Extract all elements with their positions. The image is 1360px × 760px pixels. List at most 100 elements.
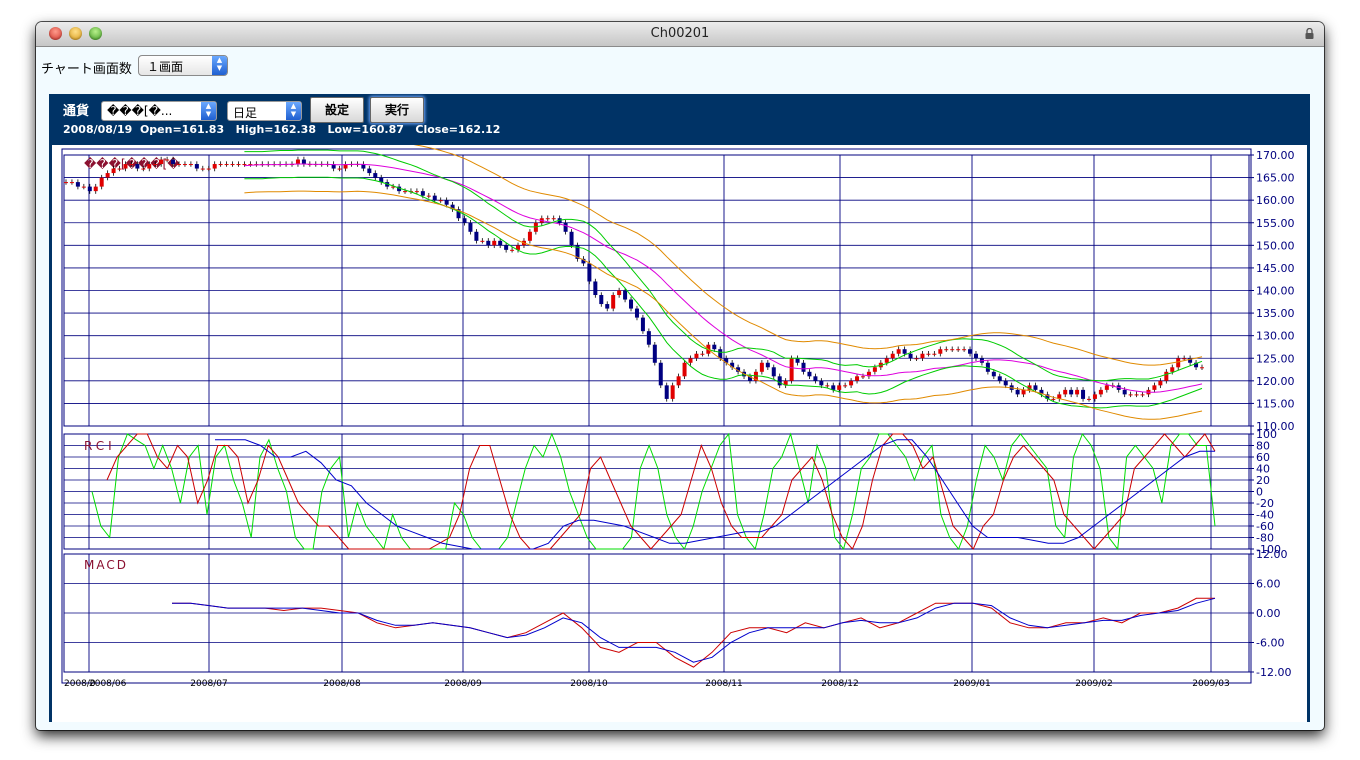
candle-body [1027,385,1032,390]
candle-body [147,164,152,169]
candle-body [593,281,598,296]
y-tick-label: -100 [1256,543,1281,556]
period-value: 日足 [233,106,258,120]
candle-body [177,164,182,166]
candle-body [658,362,663,386]
candle-body [1092,394,1097,399]
y-tick-label: 80 [1256,440,1270,453]
settings-button[interactable]: 設定 [310,97,364,123]
candle-body [765,362,770,368]
close-icon[interactable] [49,27,62,40]
info-open: Open=161.83 [139,123,225,136]
run-button[interactable]: 実行 [370,97,424,123]
candle-body [194,164,199,169]
candle-body [611,295,616,309]
candle-body [373,173,378,178]
chart-panel: 通貨 ���[�... ▲ ▼ 日足 ▲ ▼ 設定 実行 2008/08/19 Op… [49,94,1310,722]
minimize-icon[interactable] [69,27,82,40]
candle-body [813,376,818,381]
candle-body [218,164,223,166]
info-low: Low=160.87 [327,123,404,136]
chart-area[interactable]: 170.00 165.00 160.00 155.00 150.00 145.00 140.… [52,145,1307,722]
candle-body [367,168,372,174]
candle-body [1134,394,1139,396]
candle-body [819,380,824,386]
chart-count-label: チャート画面数 [41,62,132,77]
candle-body [1176,358,1181,368]
y-tick-label: 12.00 [1256,548,1288,561]
band-line [244,149,1203,382]
symbol-select[interactable]: ���[�... ▲ ▼ [101,101,217,121]
candle-body [956,349,961,351]
candle-body [890,353,895,359]
candle-body [682,362,687,377]
candle-body [462,218,467,223]
zoom-icon[interactable] [89,27,102,40]
candle-body [700,353,705,355]
candle-body [860,376,865,378]
band-line [244,190,1203,420]
candle-body [676,376,681,386]
x-tick-label: 2008/0 [64,679,96,689]
candle-body [153,164,158,166]
candle-body [730,362,735,368]
period-select[interactable]: 日足 ▲ ▼ [227,101,302,121]
x-tick-label: 2008/07 [190,679,227,689]
series-line [172,597,1215,668]
candle-body [831,385,836,390]
y-tick-label: 170.00 [1256,149,1295,162]
candle-body [962,349,967,351]
candle-body [938,349,943,354]
candle-body [64,182,68,184]
x-tick-label: 2009/01 [953,679,990,689]
candle-body [997,376,1002,381]
candle-body [670,385,675,399]
candle-body [81,186,86,188]
candle-body [1140,394,1145,396]
candle-body [629,299,634,309]
candle-body [1170,367,1175,372]
series-line [106,433,1216,550]
candle-body [1128,394,1133,396]
candle-body [908,353,913,359]
candle-body [1152,385,1157,390]
x-tick-label: 2008/09 [444,679,482,689]
x-tick-label: 2009/02 [1075,679,1112,689]
candle-body [747,376,752,381]
y-tick-label: 0 [1256,486,1263,499]
candle-body [944,349,949,351]
y-tick-label: 125.00 [1256,352,1295,365]
y-tick-label: 20 [1256,474,1270,487]
y-tick-label: -40 [1256,509,1274,522]
y-tick-label: 6.00 [1256,578,1281,591]
title-bar[interactable]: Ch00201 [36,22,1324,47]
candle-body [516,245,521,250]
candle-body [623,290,628,300]
candle-body [843,385,848,387]
candle-body [825,385,830,387]
y-tick-label: 135.00 [1256,307,1295,320]
candle-body [932,353,937,355]
candle-body [1063,389,1068,395]
candle-body [789,358,794,381]
candle-body [605,304,610,309]
y-tick-label: 155.00 [1256,217,1295,230]
chart-count-select[interactable]: １画面 ▲ ▼ [138,55,228,76]
candle-body [777,376,782,386]
candle-body [492,240,497,246]
x-tick-label: 2008/06 [89,679,127,689]
candle-body [1057,394,1062,399]
symbol-value: ���[�... [107,104,173,118]
candle-body [295,159,300,165]
candle-body [771,367,776,377]
candle-body [123,164,128,169]
candle-body [634,308,639,318]
candle-body [718,349,723,359]
x-tick-label: 2008/12 [821,679,858,689]
band-line [413,145,1203,366]
candle-body [991,371,996,377]
candle-body [111,168,116,174]
candle-body [301,159,306,165]
candle-body [224,164,229,166]
y-tick-label: 150.00 [1256,239,1295,252]
